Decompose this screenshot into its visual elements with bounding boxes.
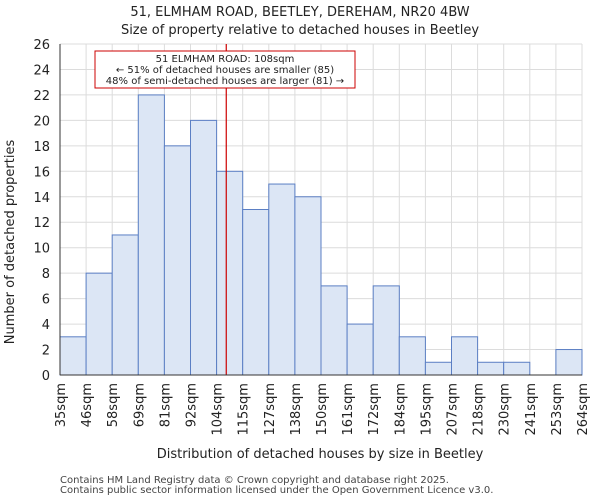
x-tick-label: 35sqm [54,383,69,427]
bar [59,336,87,376]
x-tick-label: 161sqm [341,383,356,436]
y-tick-label: 8 [42,267,50,282]
x-tick-label: 150sqm [315,383,330,436]
chart-title: 51, ELMHAM ROAD, BEETLEY, DEREHAM, NR20 … [130,5,470,20]
bar [294,196,322,376]
bar [398,336,426,376]
y-tick-label: 26 [33,38,50,53]
y-tick-label: 12 [33,216,50,231]
x-tick-label: 230sqm [498,383,513,436]
y-tick-label: 14 [33,191,50,206]
x-tick-label: 58sqm [106,383,121,427]
x-tick-label: 46sqm [80,383,95,427]
annotation-border [94,50,356,89]
bar [320,285,348,376]
bar [137,94,165,376]
bar [424,361,452,376]
x-tick-label: 172sqm [367,383,382,436]
x-axis-title: Distribution of detached houses by size … [157,447,484,462]
bar-layer [59,94,583,376]
y-axis-title: Number of detached properties [3,140,18,345]
y-tick-label: 16 [33,165,50,180]
bar [477,361,505,376]
x-tick-label: 92sqm [185,383,200,427]
annotation-line-3: 48% of semi-detached houses are larger (… [106,76,344,87]
x-tick-label: 81sqm [158,383,173,427]
x-tick-labels: 35sqm 46sqm 58sqm 69sqm 81sqm 92sqm 104sqm 115s… [54,383,591,436]
y-tick-label: 20 [33,114,50,129]
x-tick-label: 127sqm [263,383,278,436]
bar [216,170,244,376]
bar [503,361,531,376]
axis-layer [59,44,582,376]
bar [163,145,191,376]
bar [111,234,139,376]
x-tick-label: 253sqm [550,383,565,436]
x-tick-label: 69sqm [132,383,147,427]
bar [346,323,374,376]
x-tick-label: 184sqm [393,383,408,436]
bar [555,349,583,376]
chart-subtitle: Size of property relative to detached ho… [120,23,480,38]
annotation-box: 51 ELMHAM ROAD: 108sqm ← 51% of detached… [94,50,356,89]
y-tick-label: 24 [33,63,50,78]
footer-line-2: Contains public sector information licen… [60,485,494,496]
bar [85,272,113,376]
y-tick-label: 10 [33,242,50,257]
annotation-line-2: ← 51% of detached houses are smaller (85… [116,65,334,76]
x-tick-label: 115sqm [237,383,252,436]
y-tick-label: 22 [33,89,50,104]
x-tick-label: 218sqm [472,383,487,436]
x-tick-label: 138sqm [289,383,304,436]
bar [372,285,400,376]
footer-line-1: Contains HM Land Registry data © Crown c… [60,475,449,486]
y-tick-label: 6 [42,293,50,308]
x-tick-label: 241sqm [524,383,539,436]
bar [268,183,296,376]
x-tick-label: 207sqm [446,383,461,436]
y-tick-label: 4 [42,318,50,333]
y-tick-label: 18 [33,140,50,155]
bar [451,336,479,376]
y-tick-label: 2 [42,344,50,359]
y-tick-label: 0 [42,369,50,384]
bar [242,209,270,376]
x-tick-label: 104sqm [211,383,226,436]
annotation-line-1: 51 ELMHAM ROAD: 108sqm [156,54,295,65]
x-tick-label: 195sqm [419,383,434,436]
bar [190,119,218,376]
x-tick-label: 264sqm [576,383,591,436]
